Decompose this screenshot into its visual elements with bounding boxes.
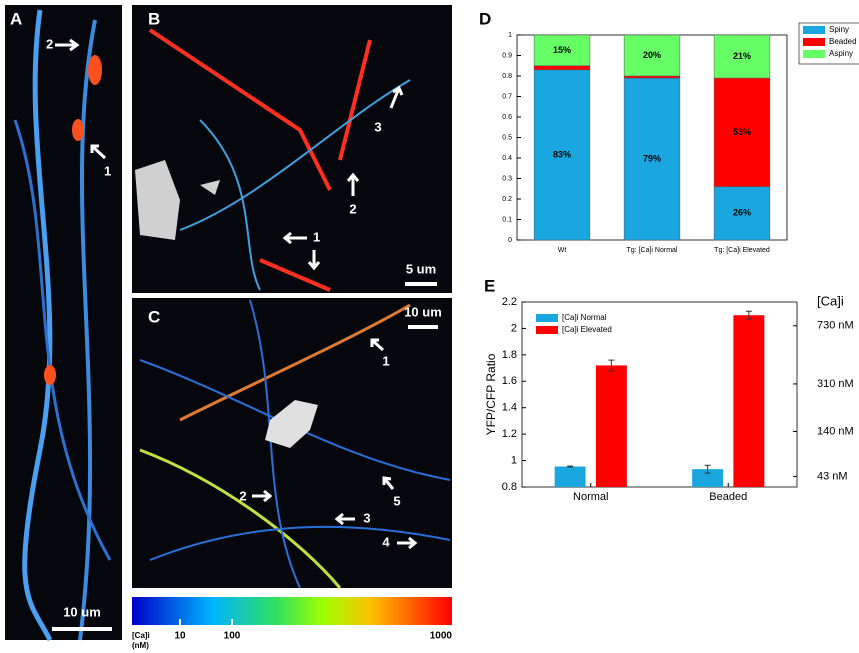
panel-letter: D <box>479 9 491 28</box>
value-label: 15% <box>553 45 571 55</box>
bead <box>88 55 102 85</box>
arrow-label: 3 <box>363 510 370 525</box>
scale-label: 5 um <box>406 261 436 276</box>
arrow-label: 2 <box>46 36 53 51</box>
arrow-label: 1 <box>104 163 111 178</box>
panel-letter: E <box>484 276 495 295</box>
y-tick-label: 1.6 <box>502 375 517 387</box>
y-tick-label: 0.1 <box>502 216 512 223</box>
bar <box>733 315 764 487</box>
y-tick-label: 0.7 <box>502 93 512 100</box>
colorbar-tick-label: 1000 <box>430 631 453 642</box>
colorbar-tick-label: 100 <box>224 631 241 642</box>
y2-tick-label: 43 nM <box>817 470 848 482</box>
arrow-label: 2 <box>349 201 356 216</box>
y-tick-label: 0.5 <box>502 134 512 141</box>
bead <box>44 365 56 385</box>
legend-label: Beaded <box>829 37 857 46</box>
panel-c: C 1 2 3 4 5 10 um <box>132 298 452 588</box>
y-tick-label: 0.2 <box>502 196 512 203</box>
x-tick-label: Beaded <box>709 491 747 503</box>
y-tick-label: 0 <box>508 237 512 244</box>
arrow-label: 3 <box>374 119 381 134</box>
scale-label: 10 um <box>63 604 101 619</box>
scale-bar <box>405 282 437 286</box>
bar <box>624 76 680 78</box>
x-tick-label: Wt <box>558 247 567 254</box>
x-tick-label: Tg: [Ca]i Normal <box>627 247 678 254</box>
y-tick-label: 1 <box>511 454 517 466</box>
legend-swatch <box>803 50 825 58</box>
arrow-label: 5 <box>393 493 400 508</box>
panel-letter: B <box>148 9 160 28</box>
value-label: 83% <box>553 149 571 159</box>
legend-label: [Ca]i Normal <box>562 313 607 322</box>
y-tick-label: 0.8 <box>502 73 512 80</box>
y2-axis-label: [Ca]i <box>817 293 844 308</box>
y-tick-label: 0.8 <box>502 481 517 493</box>
y2-tick-label: 730 nM <box>817 320 854 332</box>
value-label: 20% <box>643 50 661 60</box>
panel-b: B 1 2 3 5 um <box>132 5 452 293</box>
y-tick-label: 2 <box>511 322 517 334</box>
y2-tick-label: 140 nM <box>817 425 854 437</box>
legend-label: Aspiny <box>829 49 853 58</box>
scale-bar <box>408 325 438 329</box>
legend-swatch <box>803 26 825 34</box>
y-tick-label: 1.8 <box>502 349 517 361</box>
colorbar-tick-label: 10 <box>174 631 186 642</box>
y-tick-label: 1.2 <box>502 428 517 440</box>
value-label: 26% <box>733 208 751 218</box>
image <box>5 5 122 640</box>
error-bar <box>567 466 573 467</box>
scale-bar <box>52 627 112 631</box>
arrow-label: 4 <box>382 534 390 549</box>
y-tick-label: 0.4 <box>502 155 512 162</box>
panel-letter: C <box>148 307 160 326</box>
panel-letter: A <box>10 9 22 28</box>
bar <box>555 467 586 487</box>
bead <box>72 119 84 141</box>
figure: A 2 1 10 um B 1 2 3 5 um C 1 2 3 <box>0 0 859 653</box>
y-tick-label: 0.3 <box>502 175 512 182</box>
colorbar-label: (nM) <box>132 641 149 650</box>
bar <box>534 66 590 70</box>
value-label: 79% <box>643 153 661 163</box>
arrow-label: 1 <box>313 229 320 244</box>
y-tick-label: 0.6 <box>502 114 512 121</box>
legend-swatch <box>536 314 558 322</box>
y-axis-label: YFP/CFP Ratio <box>484 353 498 435</box>
value-label: 53% <box>733 127 751 137</box>
arrow-label: 2 <box>239 488 246 503</box>
legend-swatch <box>803 38 825 46</box>
y-tick-label: 1.4 <box>502 402 517 414</box>
y-tick-label: 0.9 <box>502 52 512 59</box>
legend-label: [Ca]i Elevated <box>562 325 612 334</box>
x-tick-label: Tg: [Ca]i Elevated <box>714 247 770 254</box>
colorbar-label: [Ca]i <box>132 631 150 640</box>
colorbar: [Ca]i (nM) 10 100 1000 <box>132 597 452 650</box>
arrow-label: 1 <box>382 353 389 368</box>
value-label: 21% <box>733 51 751 61</box>
bar <box>596 365 627 487</box>
legend-swatch <box>536 326 558 334</box>
y-tick-label: 2.2 <box>502 296 517 308</box>
y-tick-label: 1 <box>508 32 512 39</box>
scale-label: 10 um <box>404 304 442 319</box>
y2-tick-label: 310 nM <box>817 378 854 390</box>
x-tick-label: Normal <box>573 491 608 503</box>
legend-label: Spiny <box>829 25 849 34</box>
panel-a: A 2 1 10 um <box>5 5 122 640</box>
